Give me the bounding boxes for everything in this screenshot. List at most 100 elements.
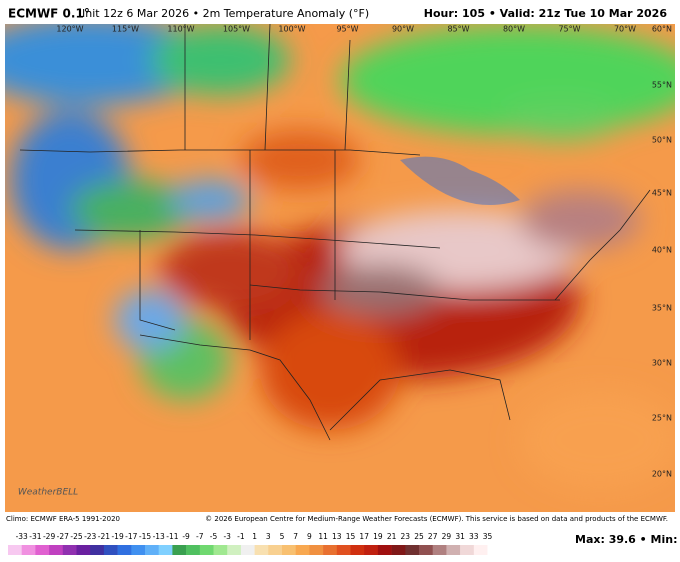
colorbar-label: -33 xyxy=(16,532,28,541)
colorbar-label: -5 xyxy=(210,532,218,541)
colorbar-label: -21 xyxy=(98,532,110,541)
colorbar-label: -1 xyxy=(237,532,245,541)
colorbar-label: 23 xyxy=(401,532,411,541)
longitude-label: 90°W xyxy=(392,25,414,34)
latitude-label: 30°N xyxy=(652,359,672,368)
colorbar-label: -25 xyxy=(70,532,82,541)
colorbar-label: 31 xyxy=(455,532,465,541)
colorbar-label: -7 xyxy=(196,532,204,541)
stats: Max: 39.6 • Min: -26.9 xyxy=(575,533,680,546)
colorbar-swatch xyxy=(35,545,50,555)
colorbar-label: -17 xyxy=(125,532,137,541)
longitude-label: 100°W xyxy=(278,25,305,34)
colorbar-label: 25 xyxy=(414,532,424,541)
latitude-label: 55°N xyxy=(652,81,672,90)
colorbar-swatch xyxy=(90,545,105,555)
colorbar-swatch xyxy=(213,545,228,555)
colorbar-label: 17 xyxy=(359,532,369,541)
colorbar-swatch xyxy=(323,545,338,555)
colorbar-swatch xyxy=(186,545,201,555)
longitude-label: 95°W xyxy=(336,25,358,34)
colorbar-label: 21 xyxy=(387,532,397,541)
colorbar-swatch xyxy=(158,545,173,555)
colorbar-swatch xyxy=(419,545,433,555)
colorbar-swatch xyxy=(8,545,22,555)
colorbar-label: 13 xyxy=(332,532,342,541)
colorbar-label: -15 xyxy=(139,532,151,541)
latitude-label: 60°N xyxy=(652,25,672,34)
colorbar-label: -3 xyxy=(223,532,231,541)
colorbar-label: 9 xyxy=(307,532,312,541)
colorbar-label: -9 xyxy=(182,532,190,541)
colorbar-swatch xyxy=(473,545,488,555)
longitude-label: 120°W xyxy=(56,25,83,34)
colorbar-swatch xyxy=(405,545,420,555)
colorbar-swatch xyxy=(432,545,447,555)
colorbar-label: 19 xyxy=(373,532,383,541)
colorbar-swatch xyxy=(254,545,269,555)
colorbar-label: 35 xyxy=(483,532,493,541)
model: ECMWF 0.1° xyxy=(8,7,90,21)
colorbar-label: -29 xyxy=(43,532,55,541)
copyright: © 2026 European Centre for Medium-Range … xyxy=(205,515,668,523)
colorbar-swatch xyxy=(350,545,365,555)
colorbar-swatch xyxy=(172,545,187,555)
longitude-label: 105°W xyxy=(223,25,250,34)
colorbar-swatch xyxy=(199,545,214,555)
colorbar-swatch xyxy=(309,545,324,555)
colorbar-label: 29 xyxy=(442,532,452,541)
longitude-label: 70°W xyxy=(614,25,636,34)
longitude-label: 110°W xyxy=(167,25,194,34)
latitude-label: 50°N xyxy=(652,136,672,145)
colorbar-swatch xyxy=(336,545,351,555)
colorbar-label: -23 xyxy=(84,532,96,541)
climo: Climo: ECMWF ERA-5 1991-2020 xyxy=(6,515,120,523)
colorbar-swatch xyxy=(446,545,461,555)
colorbar-swatch xyxy=(227,545,242,555)
map xyxy=(5,24,675,512)
colorbar-swatch xyxy=(62,545,77,555)
latitude-label: 40°N xyxy=(652,246,672,255)
colorbar-label: 1 xyxy=(252,532,257,541)
colorbar-label: -19 xyxy=(111,532,123,541)
colorbar-label: 3 xyxy=(266,532,271,541)
colorbar-swatch xyxy=(240,545,255,555)
colorbar-label: 27 xyxy=(428,532,438,541)
colorbar-swatch xyxy=(391,545,406,555)
colorbar-swatch xyxy=(282,545,296,555)
valid: Hour: 105 • Valid: 21z Tue 10 Mar 2026 xyxy=(424,7,668,20)
colorbar-swatch xyxy=(131,545,146,555)
colorbar-swatch xyxy=(117,545,132,555)
colorbar-swatch xyxy=(295,545,310,555)
longitude-label: 75°W xyxy=(558,25,580,34)
colorbar-label: -27 xyxy=(57,532,69,541)
latitude-label: 35°N xyxy=(652,304,672,313)
longitude-label: 80°W xyxy=(503,25,525,34)
latitude-label: 20°N xyxy=(652,470,672,479)
colorbar-swatch xyxy=(49,545,64,555)
colorbar-label: -31 xyxy=(29,532,41,541)
longitude-label: 85°W xyxy=(447,25,469,34)
colorbar-swatch xyxy=(268,545,283,555)
colorbar-label: -13 xyxy=(153,532,165,541)
colorbar-swatch xyxy=(460,545,475,555)
colorbar-label: 5 xyxy=(280,532,285,541)
colorbar-swatch xyxy=(145,545,159,555)
colorbar-swatch xyxy=(487,545,502,555)
colorbar-label: 33 xyxy=(469,532,479,541)
colorbar-swatch xyxy=(21,545,36,555)
colorbar-label: 11 xyxy=(318,532,328,541)
title: Init 12z 6 Mar 2026 • 2m Temperature Ano… xyxy=(82,7,369,20)
colorbar-label: 7 xyxy=(293,532,298,541)
latitude-label: 25°N xyxy=(652,414,672,423)
colorbar-label: -11 xyxy=(166,532,178,541)
colorbar-label: 15 xyxy=(346,532,356,541)
colorbar-swatch xyxy=(76,545,91,555)
latitude-label: 45°N xyxy=(652,189,672,198)
logo: WeatherBELL xyxy=(18,488,78,498)
longitude-label: 115°W xyxy=(112,25,139,34)
colorbar-swatch xyxy=(103,545,118,555)
colorbar-swatch xyxy=(377,545,392,555)
colorbar-swatch xyxy=(364,545,379,555)
